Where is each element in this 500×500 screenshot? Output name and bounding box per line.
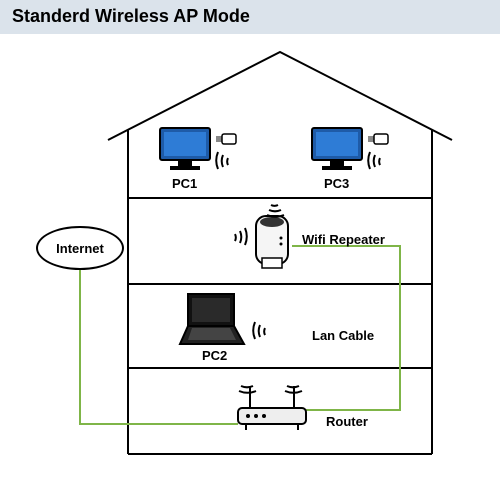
pc3-icon — [310, 126, 364, 179]
wifi-icon — [282, 364, 304, 394]
pc2-label: PC2 — [202, 348, 227, 363]
wifi-icon — [215, 150, 245, 172]
router-label: Router — [326, 414, 368, 429]
lan-label: Lan Cable — [312, 328, 374, 343]
internet-label: Internet — [56, 241, 104, 256]
wifi-icon — [367, 150, 397, 172]
pc1-icon — [158, 126, 212, 179]
wifi-icon — [218, 226, 248, 248]
repeater-icon — [250, 208, 294, 275]
repeater-label: Wifi Repeater — [302, 232, 385, 247]
page-title: Standerd Wireless AP Mode — [12, 6, 488, 27]
pc1-label: PC1 — [172, 176, 197, 191]
pc2-icon — [178, 292, 248, 353]
header-bar: Standerd Wireless AP Mode — [0, 0, 500, 34]
pc3-label: PC3 — [324, 176, 349, 191]
wifi-icon — [252, 320, 282, 342]
internet-node: Internet — [36, 226, 124, 270]
diagram-canvas: Internet PC1 PC3 — [0, 34, 500, 500]
wifi-icon — [264, 188, 286, 218]
wifi-icon — [236, 364, 258, 394]
